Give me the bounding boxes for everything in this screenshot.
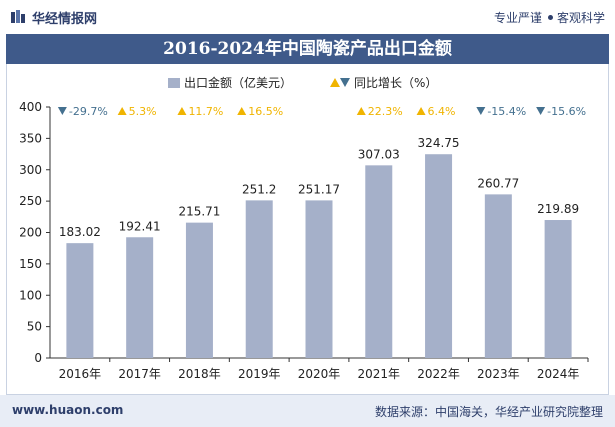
x-tick-label: 2016年 (59, 367, 102, 381)
data-label: 183.02 (59, 225, 101, 239)
growth-up-triangle-icon (117, 107, 127, 115)
data-label: 215.71 (178, 205, 220, 219)
legend: 出口金额（亿美元） 同比增长（%） (0, 72, 615, 92)
data-source: 数据来源：中国海关，华经产业研究院整理 (374, 405, 603, 419)
y-tick-label: 300 (19, 163, 42, 177)
bar (544, 220, 572, 358)
bar (484, 194, 512, 358)
growth-down-triangle-icon (57, 107, 67, 115)
bar (185, 222, 213, 358)
bar (245, 200, 273, 358)
bar (365, 165, 393, 358)
legend-item-export: 出口金额（亿美元） (168, 74, 292, 91)
x-tick-label: 2019年 (238, 367, 281, 381)
legend-label-export: 出口金额（亿美元） (184, 76, 293, 90)
data-label: 219.89 (537, 202, 579, 216)
growth-down-triangle-icon (536, 107, 546, 115)
chart-title: 2016-2024年中国陶瓷产品出口金额 (163, 39, 452, 59)
site-url: www.huaon.com (12, 403, 124, 417)
x-tick-label: 2023年 (477, 367, 520, 381)
data-label: 251.2 (242, 182, 276, 196)
huajing-logo-icon (11, 10, 25, 23)
data-label: 307.03 (358, 147, 400, 161)
bar (66, 243, 94, 358)
y-tick-label: 200 (19, 226, 42, 240)
slogan-right: 客观科学 (556, 11, 605, 25)
title-bar: 2016-2024年中国陶瓷产品出口金额 (6, 34, 609, 64)
top-bar: 华经情报网 专业严谨 客观科学 (0, 0, 615, 34)
growth-up-triangle-icon (356, 107, 366, 115)
x-tick-label: 2024年 (537, 367, 580, 381)
x-tick-label: 2021年 (358, 367, 401, 381)
triangle-down-icon (340, 78, 350, 87)
legend-swatch-bar (168, 78, 180, 88)
bar (305, 200, 333, 358)
y-tick-label: 0 (34, 351, 42, 365)
x-tick-label: 2017年 (118, 367, 161, 381)
data-label: 251.17 (298, 182, 340, 196)
growth-up-triangle-icon (237, 107, 247, 115)
y-tick-label: 400 (19, 100, 42, 114)
footer: www.huaon.com 数据来源：中国海关，华经产业研究院整理 (0, 395, 615, 427)
growth-down-triangle-icon (476, 107, 486, 115)
growth-label: -15.4% (487, 105, 526, 118)
bar (425, 154, 453, 358)
growth-up-triangle-icon (416, 107, 426, 115)
bar (126, 237, 154, 358)
triangle-up-icon (330, 78, 340, 87)
x-tick-label: 2018年 (178, 367, 221, 381)
growth-label: -29.7% (69, 105, 108, 118)
y-tick-label: 50 (27, 320, 42, 334)
y-tick-label: 350 (19, 131, 42, 145)
brand-name: 华经情报网 (32, 12, 98, 27)
y-tick-label: 250 (19, 194, 42, 208)
data-label: 324.75 (418, 136, 460, 150)
growth-label: 5.3% (129, 105, 157, 118)
legend-label-growth: 同比增长（%） (354, 76, 438, 90)
separator-dot-icon (547, 15, 553, 20)
legend-item-growth: 同比增长（%） (330, 74, 437, 91)
growth-label: 16.5% (248, 105, 283, 118)
y-tick-label: 150 (19, 257, 42, 271)
growth-label: 11.7% (188, 105, 223, 118)
chart-frame (6, 64, 609, 395)
growth-label: 6.4% (428, 105, 456, 118)
growth-label: -15.6% (547, 105, 586, 118)
x-tick-label: 2022年 (417, 367, 460, 381)
growth-label: 22.3% (368, 105, 403, 118)
growth-up-triangle-icon (177, 107, 187, 115)
slogan-left: 专业严谨 (493, 11, 542, 25)
data-label: 260.77 (477, 176, 519, 190)
y-tick-label: 100 (19, 288, 42, 302)
x-tick-label: 2020年 (298, 367, 341, 381)
slogan: 专业严谨 客观科学 (494, 9, 605, 26)
data-label: 192.41 (119, 219, 161, 233)
